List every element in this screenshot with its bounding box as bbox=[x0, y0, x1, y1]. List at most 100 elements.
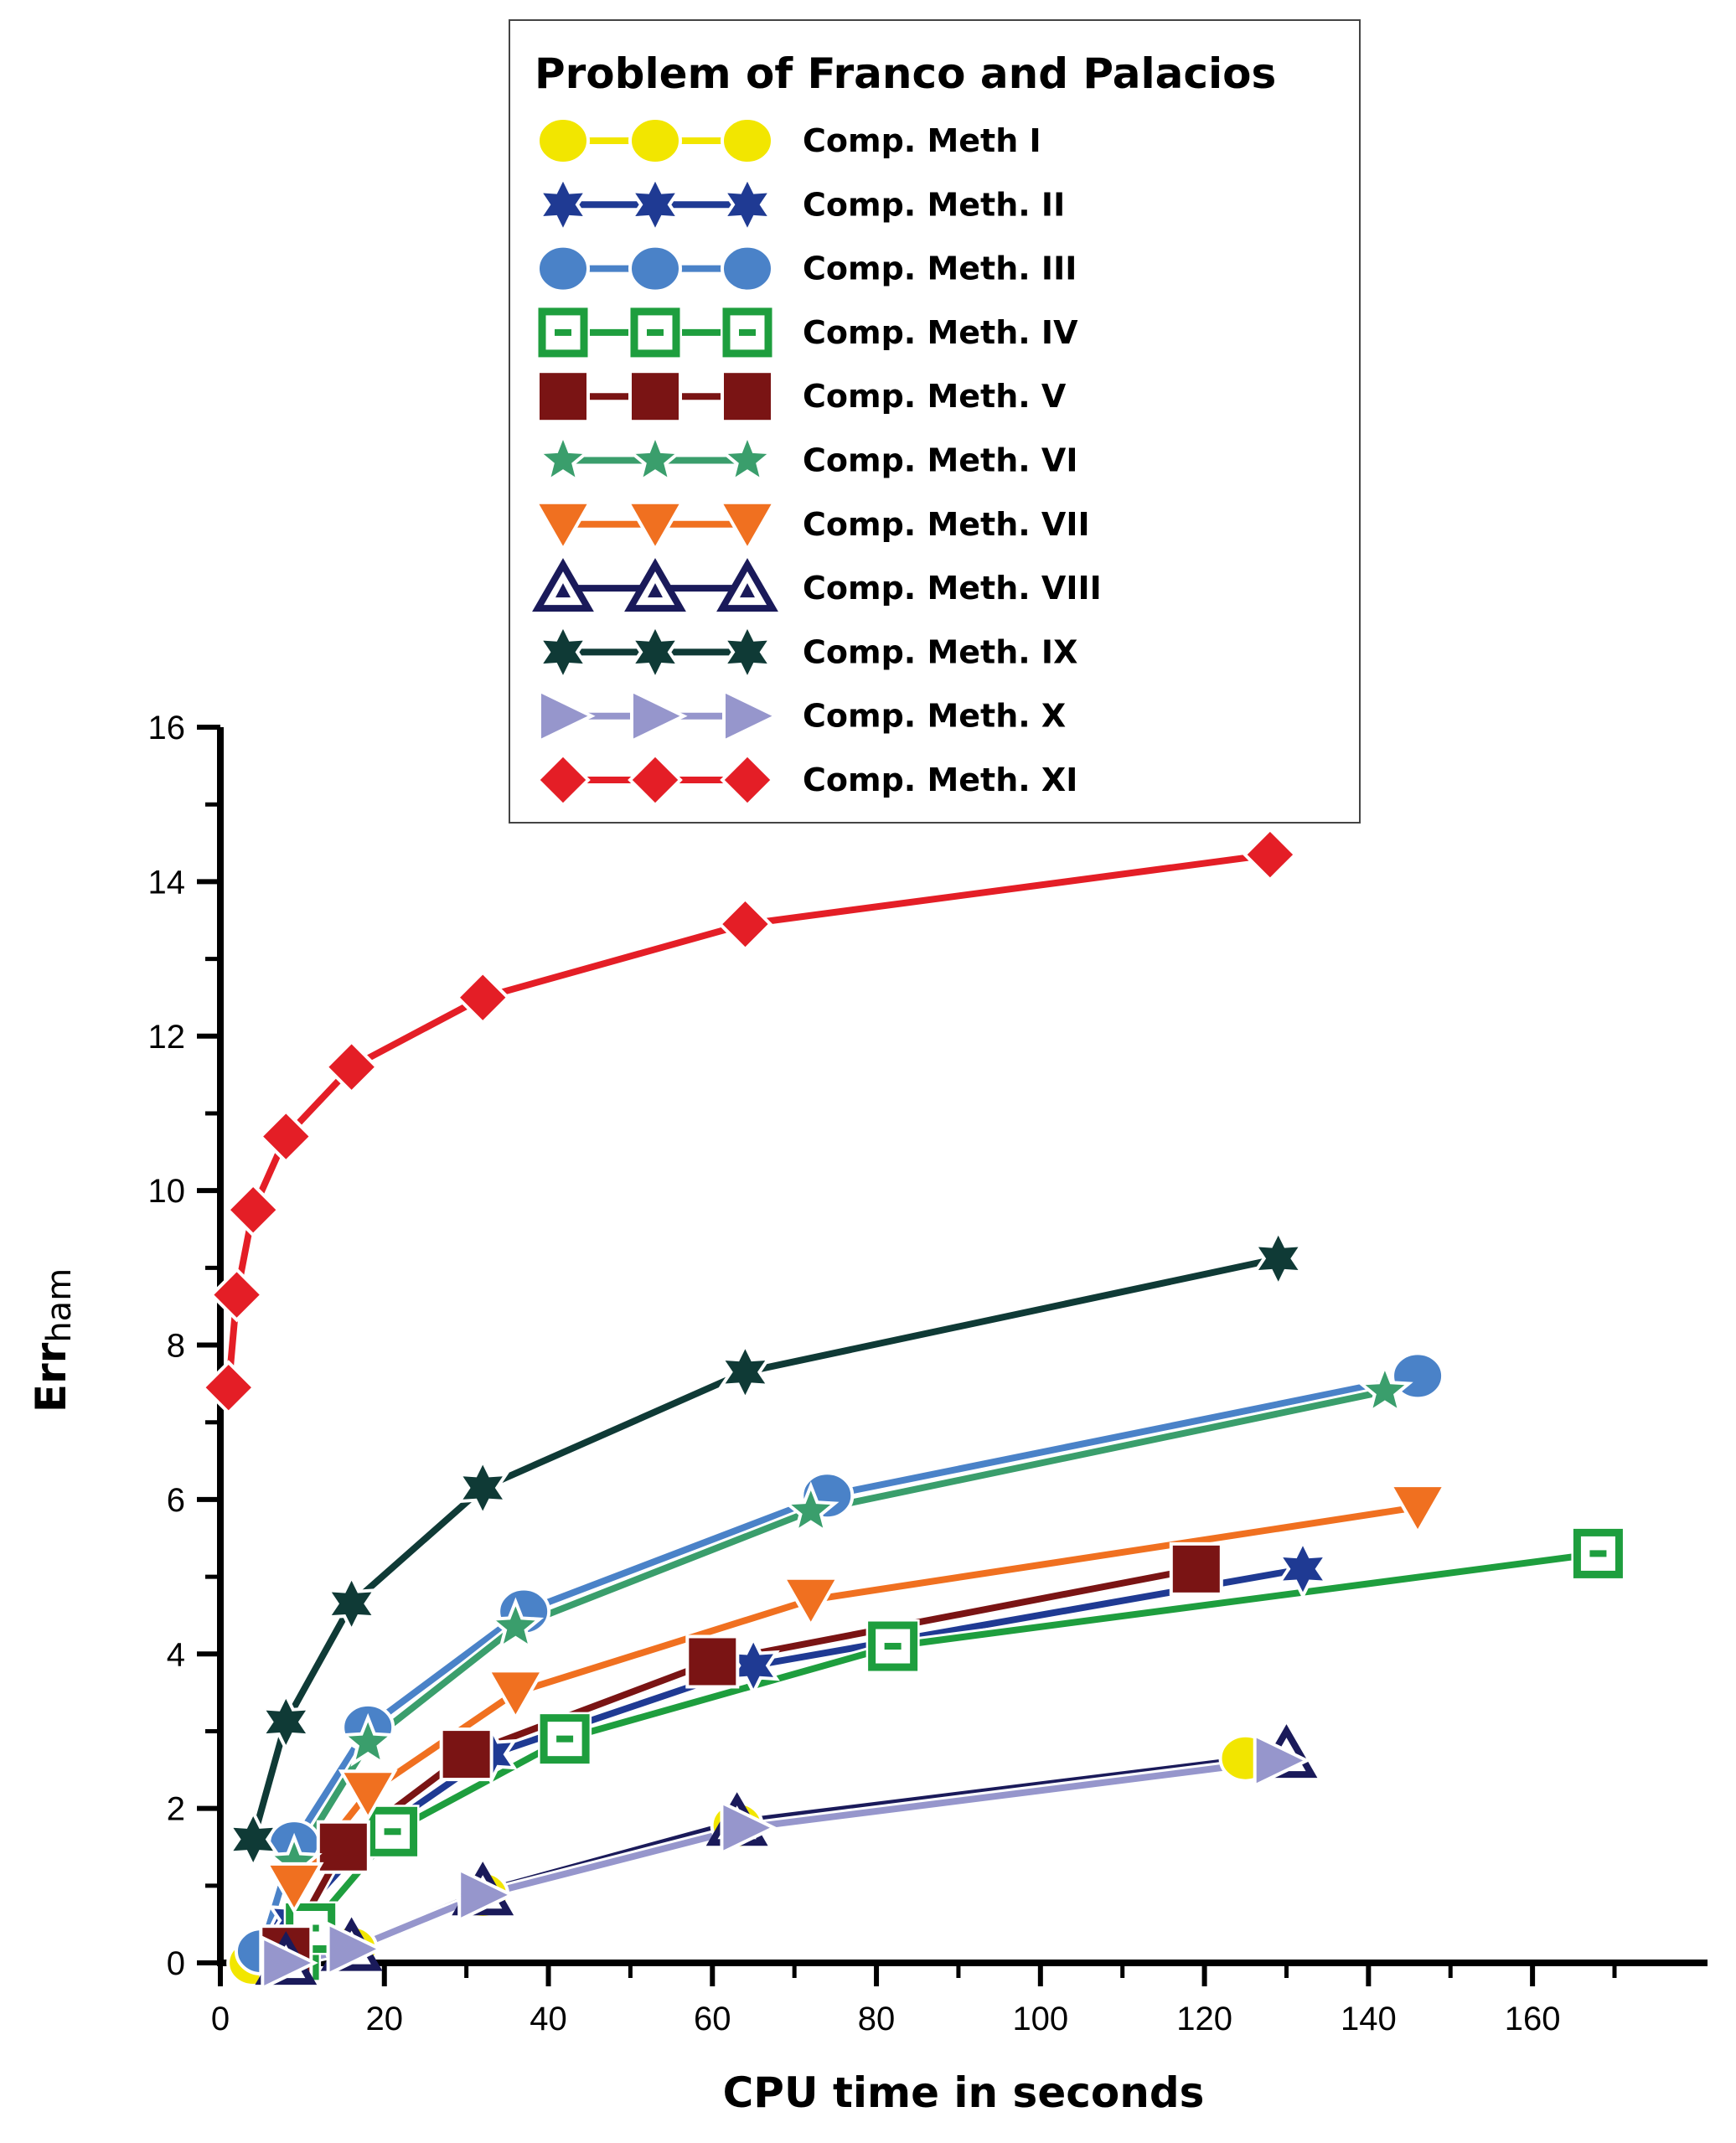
y-tick-label: 0 bbox=[167, 1945, 185, 1982]
data-point-series-6 bbox=[487, 1597, 545, 1651]
legend-items: Comp. Meth I Comp. Meth. II Comp. Meth. II… bbox=[532, 116, 1102, 808]
data-point-series-7 bbox=[264, 1862, 324, 1914]
legend-marker-6 bbox=[535, 430, 592, 485]
legend-marker-10 bbox=[630, 688, 688, 744]
legend-label-8: Comp. Meth. VIII bbox=[803, 570, 1102, 607]
data-point-series-7 bbox=[1387, 1484, 1448, 1536]
legend-label-10: Comp. Meth. X bbox=[803, 698, 1066, 735]
y-tick-label: 4 bbox=[167, 1636, 185, 1673]
y-tick-label: 2 bbox=[167, 1791, 185, 1828]
legend-marker-10 bbox=[722, 688, 780, 744]
data-point-series-5 bbox=[1169, 1541, 1223, 1596]
legend-marker-1 bbox=[628, 116, 682, 165]
legend-marker-7 bbox=[625, 500, 685, 553]
data-point-series-7 bbox=[485, 1669, 545, 1722]
data-point-series-4-core bbox=[384, 1828, 401, 1836]
x-axis-ticks: 0 20 40 60 80 100 120 140 160 bbox=[211, 1963, 1617, 2037]
data-point-series-6 bbox=[782, 1481, 840, 1536]
y-tick-label: 16 bbox=[148, 710, 186, 746]
data-point-series-5 bbox=[316, 1820, 370, 1874]
data-point-series-11 bbox=[225, 1182, 281, 1237]
x-tick-label: 40 bbox=[530, 2001, 567, 2037]
legend-marker-8 bbox=[532, 558, 594, 612]
data-point-series-10 bbox=[326, 1921, 385, 1977]
y-tick-label: 12 bbox=[148, 1019, 186, 1056]
data-point-series-11 bbox=[258, 1108, 314, 1164]
data-point-series-4 bbox=[365, 1805, 420, 1859]
data-point-series-11 bbox=[1243, 827, 1298, 882]
data-point-series-10 bbox=[1253, 1732, 1311, 1789]
legend-marker-1 bbox=[721, 116, 774, 165]
legend-marker-4-core bbox=[739, 328, 756, 336]
x-axis-title: CPU time in seconds bbox=[723, 2068, 1205, 2117]
data-point-series-4-core bbox=[556, 1735, 574, 1743]
legend-marker-9 bbox=[721, 621, 774, 683]
data-point-series-4 bbox=[1571, 1526, 1625, 1581]
y-axis-title: Errham bbox=[27, 1268, 79, 1412]
data-point-series-5 bbox=[439, 1727, 493, 1782]
data-point-series-11 bbox=[323, 1039, 380, 1095]
legend-label-2: Comp. Meth. II bbox=[803, 186, 1065, 223]
data-point-series-9 bbox=[259, 1691, 313, 1753]
data-point-series-11 bbox=[455, 969, 511, 1025]
legend-label-3: Comp. Meth. III bbox=[803, 250, 1077, 287]
legend-marker-8 bbox=[716, 558, 778, 612]
data-point-series-4-core bbox=[1589, 1550, 1607, 1557]
data-point-series-11 bbox=[209, 1267, 265, 1323]
legend-marker-5 bbox=[721, 369, 774, 424]
legend-marker-4-core bbox=[555, 328, 571, 336]
y-tick-label: 8 bbox=[167, 1328, 185, 1365]
legend-marker-4-core bbox=[647, 328, 664, 336]
x-tick-label: 60 bbox=[694, 2001, 731, 2037]
data-point-series-9 bbox=[456, 1457, 509, 1519]
legend-marker-2 bbox=[628, 173, 682, 235]
legend-marker-3 bbox=[721, 244, 774, 293]
legend-marker-4 bbox=[721, 305, 774, 359]
data-point-series-9 bbox=[1252, 1227, 1305, 1289]
legend-marker-8-core bbox=[555, 583, 571, 598]
legend-marker-1 bbox=[536, 116, 590, 165]
series-line-9 bbox=[250, 1255, 1279, 1841]
y-axis-title-sub: ham bbox=[40, 1268, 79, 1343]
x-tick-label: 100 bbox=[1012, 2001, 1068, 2037]
data-point-series-7 bbox=[338, 1769, 398, 1822]
chart-title: Problem of Franco and Palacios bbox=[535, 49, 1276, 98]
legend-marker-11 bbox=[720, 752, 775, 808]
legend-marker-8-core bbox=[740, 583, 755, 598]
data-point-series-11 bbox=[717, 896, 773, 952]
legend-marker-7 bbox=[533, 500, 593, 553]
x-tick-label: 120 bbox=[1176, 2001, 1232, 2037]
legend-marker-3 bbox=[536, 244, 590, 293]
data-point-series-4-frame bbox=[540, 1714, 590, 1764]
legend-marker-6 bbox=[719, 430, 776, 485]
legend-label-6: Comp. Meth. VI bbox=[803, 442, 1077, 479]
legend-marker-9 bbox=[628, 621, 682, 683]
data-point-series-7 bbox=[781, 1576, 841, 1629]
x-tick-label: 0 bbox=[211, 2001, 230, 2037]
data-point-series-9 bbox=[718, 1341, 772, 1403]
data-point-series-10 bbox=[457, 1867, 515, 1924]
legend-marker-3 bbox=[628, 244, 682, 293]
x-tick-label: 140 bbox=[1341, 2001, 1397, 2037]
legend-label-9: Comp. Meth. IX bbox=[803, 633, 1077, 670]
legend-marker-11 bbox=[535, 752, 591, 808]
legend-marker-2 bbox=[721, 173, 774, 235]
x-tick-label: 160 bbox=[1505, 2001, 1561, 2037]
data-point-series-4-core bbox=[884, 1643, 902, 1650]
legend-marker-2 bbox=[536, 173, 590, 235]
series-line-7 bbox=[291, 1504, 1418, 1888]
x-tick-label: 20 bbox=[366, 2001, 404, 2037]
legend-marker-4 bbox=[536, 305, 590, 359]
y-tick-label: 14 bbox=[148, 864, 186, 901]
y-tick-label: 6 bbox=[167, 1482, 185, 1519]
data-point-series-9 bbox=[226, 1808, 280, 1871]
data-point-series-5 bbox=[685, 1634, 740, 1689]
legend-marker-5 bbox=[536, 369, 590, 424]
legend-marker-5 bbox=[628, 369, 682, 424]
legend-marker-6 bbox=[627, 430, 684, 485]
legend-marker-4 bbox=[628, 305, 682, 359]
data-point-series-10 bbox=[720, 1800, 778, 1856]
legend-marker-8-core bbox=[648, 583, 663, 598]
y-axis-title-main: Err bbox=[27, 1342, 75, 1412]
